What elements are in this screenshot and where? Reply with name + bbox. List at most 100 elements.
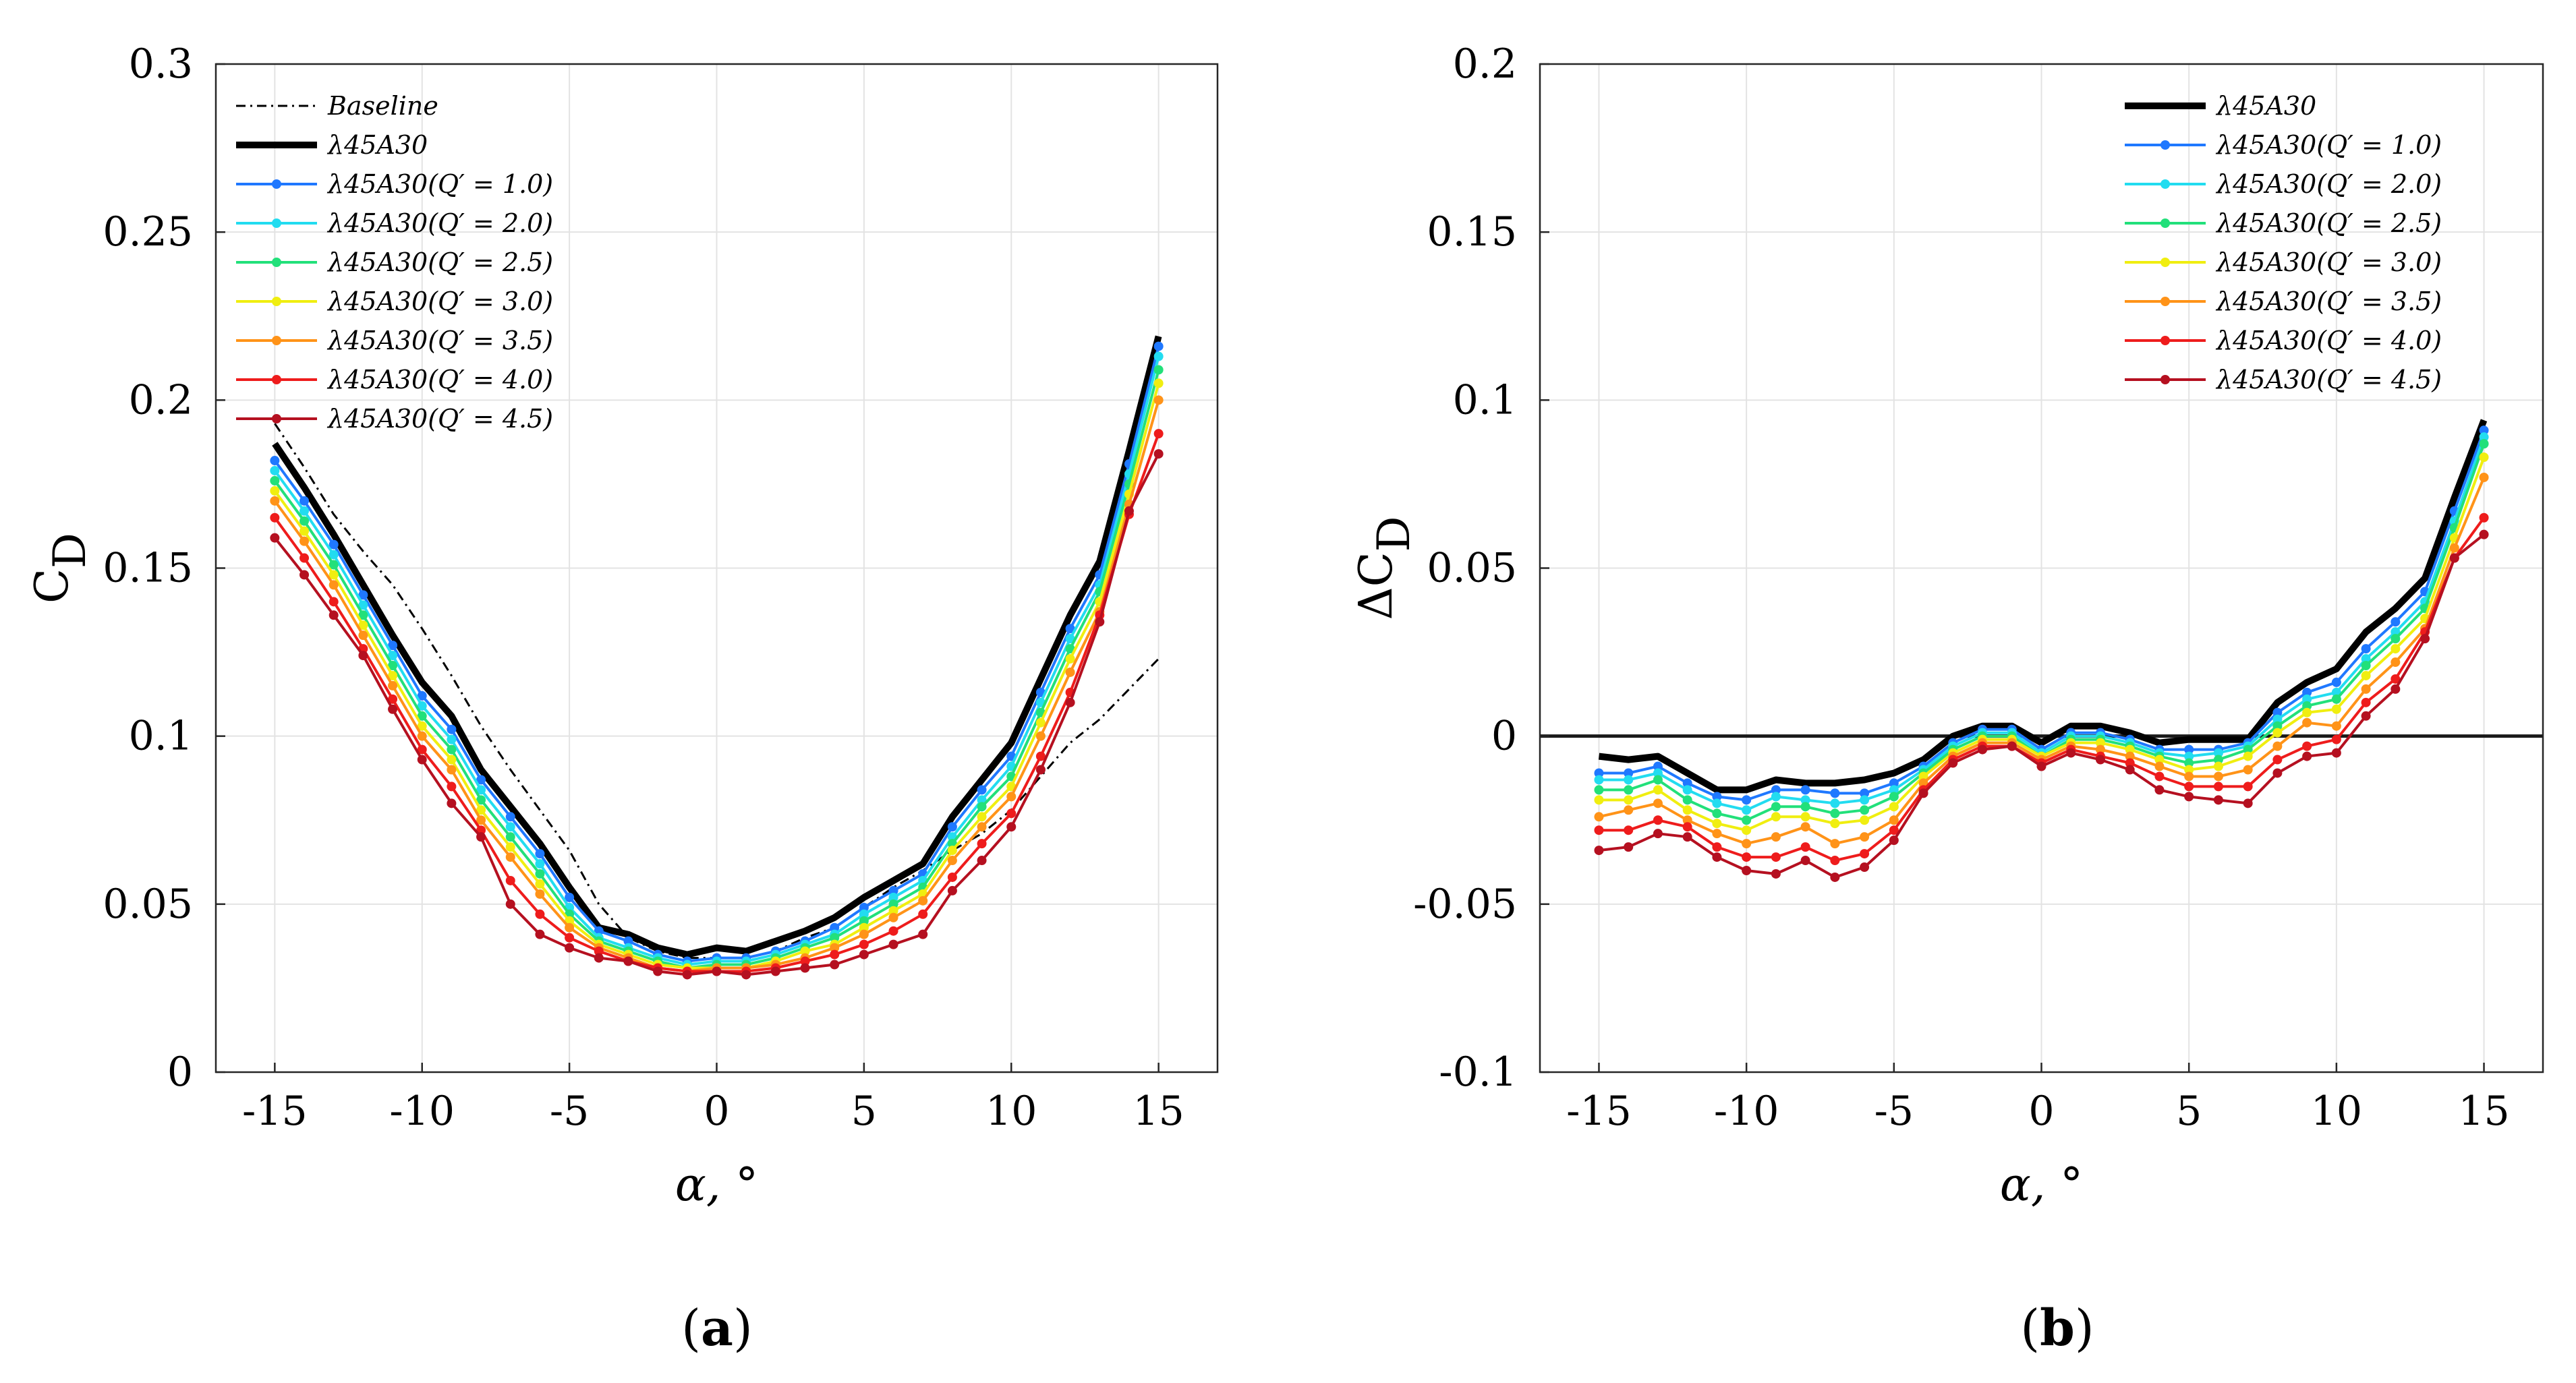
panel-b-series-point	[1624, 775, 1634, 785]
panel-a-x-tick-label: 0	[704, 1088, 729, 1135]
panel-a-legend-label: Baseline	[327, 91, 438, 121]
panel-a-x-axis-label: α, °	[675, 1158, 758, 1212]
panel-a-series-point	[270, 456, 280, 466]
panel-b-series-point	[2391, 684, 2401, 694]
panel-b-series-point	[1712, 808, 1722, 819]
panel-b-series-point	[1771, 869, 1781, 879]
panel-b-y-tick-label: 0	[1491, 713, 1517, 760]
panel-b-caption-open: (	[2020, 1299, 2040, 1357]
panel-b-series-point	[1771, 852, 1781, 862]
panel-b-y-axis-label: ΔCD	[1350, 516, 1420, 620]
panel-a-series-point	[328, 570, 339, 580]
panel-a-series-point	[535, 849, 545, 859]
panel-b-series-point	[1712, 792, 1722, 802]
panel-a-series-point	[1124, 506, 1134, 516]
panel-a-series-point	[623, 956, 633, 966]
panel-a-series-point	[1065, 654, 1075, 664]
panel-b-series-point	[2331, 734, 2341, 744]
panel-b-series-point	[1860, 795, 1870, 805]
panel-a-y-axis-label-main: C	[26, 568, 79, 604]
panel-b-legend-label: λ45A30(Q′ = 2.0)	[2215, 169, 2442, 199]
panel-b-y-axis-label-sub: D	[1368, 516, 1420, 552]
panel-b-series-point	[1860, 849, 1870, 859]
panel-b-series-point	[1712, 842, 1722, 852]
panel-a-legend-marker	[272, 258, 281, 267]
panel-b-series-point	[2125, 765, 2135, 775]
panel-a-y-tick-label: 0.05	[103, 881, 193, 928]
panel-a-series-point	[594, 953, 604, 963]
panel-a-legend-marker	[272, 218, 281, 228]
panel-a-series-point	[447, 724, 457, 734]
panel-a-legend-label: λ45A30(Q′ = 1.0)	[326, 169, 553, 199]
panel-a-series-point	[505, 812, 515, 822]
panel-a-legend-label: λ45A30(Q′ = 3.0)	[326, 287, 553, 316]
panel-a-series-point	[888, 912, 898, 922]
panel-a-series-point	[888, 906, 898, 916]
panel-a-series-point	[1035, 717, 1046, 728]
panel-b-series-point	[2361, 711, 2371, 721]
panel-b-series-point	[1712, 798, 1722, 808]
panel-b-x-tick-label: -15	[1566, 1088, 1632, 1135]
panel-a-series-point	[888, 885, 898, 895]
panel-a-series-point	[270, 475, 280, 485]
panel-a-series-point	[388, 670, 398, 680]
panel-b-series-point	[1800, 802, 1810, 812]
panel-b-series-point	[2125, 758, 2135, 768]
panel-b-series-point	[1889, 792, 1899, 802]
panel-a-caption-close: )	[733, 1299, 753, 1357]
panel-a-x-tick-label: -5	[550, 1088, 589, 1135]
panel-b-series-point	[2184, 751, 2194, 761]
panel-a-series-point	[1153, 449, 1164, 459]
panel-b-series-point	[2184, 765, 2194, 775]
panel-a-series-point	[447, 734, 457, 744]
panel-b-series-point	[1771, 802, 1781, 812]
panel-a-series-point	[535, 879, 545, 889]
panel-b-series-point	[2213, 795, 2223, 805]
panel-a-series-point	[388, 651, 398, 661]
panel-a-series-point	[830, 943, 840, 953]
panel-b-series-point	[2243, 765, 2253, 775]
panel-a-series-point	[388, 694, 398, 704]
panel-b-series-point	[1653, 829, 1663, 839]
panel-b-series-point	[1830, 856, 1840, 866]
panel-a-y-tick-label: 0.1	[129, 713, 193, 760]
panel-a-series-point	[358, 610, 368, 620]
panel-b-series-point	[1624, 795, 1634, 805]
panel-b-y-tick-label: 0.1	[1453, 376, 1517, 423]
panel-b-series-point	[1800, 785, 1810, 795]
panel-a-series-point	[888, 939, 898, 949]
panel-a-legend-label: λ45A30(Q′ = 2.5)	[326, 247, 553, 277]
panel-b-series-point	[1830, 788, 1840, 798]
panel-a-series-point	[918, 909, 928, 919]
panel-a-series-point	[299, 506, 310, 516]
panel-a-series-point	[947, 872, 957, 882]
panel-a-y-tick-label: 0.3	[129, 40, 193, 88]
panel-b-series-point	[2479, 425, 2489, 436]
panel-a-series-point	[270, 533, 280, 543]
panel-a-series-point	[977, 822, 987, 832]
panel-a-series-point	[358, 590, 368, 600]
panel-a-series-point	[417, 721, 427, 731]
panel-b-series-point	[2154, 761, 2165, 771]
panel-a-legend-label: λ45A30(Q′ = 3.5)	[326, 326, 553, 355]
panel-b-series-point	[1594, 795, 1604, 805]
panel-b-series-point	[2184, 758, 2194, 768]
panel-a-series-point	[977, 802, 987, 812]
panel-b-series-point	[1742, 866, 1752, 875]
panel-b-caption-letter: b	[2040, 1299, 2075, 1357]
panel-b-series-point	[2184, 771, 2194, 782]
panel-b-legend-marker	[2160, 218, 2170, 228]
panel-b-series-point	[1889, 835, 1899, 846]
panel-a-series-point	[535, 909, 545, 919]
panel-a-series-point	[977, 785, 987, 795]
panel-b-series-point	[2036, 761, 2047, 771]
panel-b-series-point	[1830, 872, 1840, 882]
panel-b-series-point	[1682, 778, 1692, 788]
panel-a-series-point	[1065, 644, 1075, 654]
panel-a-legend-marker	[272, 179, 281, 189]
panel-a-series-point	[417, 744, 427, 755]
panel-b-series-point	[2184, 782, 2194, 792]
panel-b-series-point	[1918, 771, 1928, 782]
panel-b-series-point	[1742, 795, 1752, 805]
panel-b-series-point	[2243, 751, 2253, 761]
